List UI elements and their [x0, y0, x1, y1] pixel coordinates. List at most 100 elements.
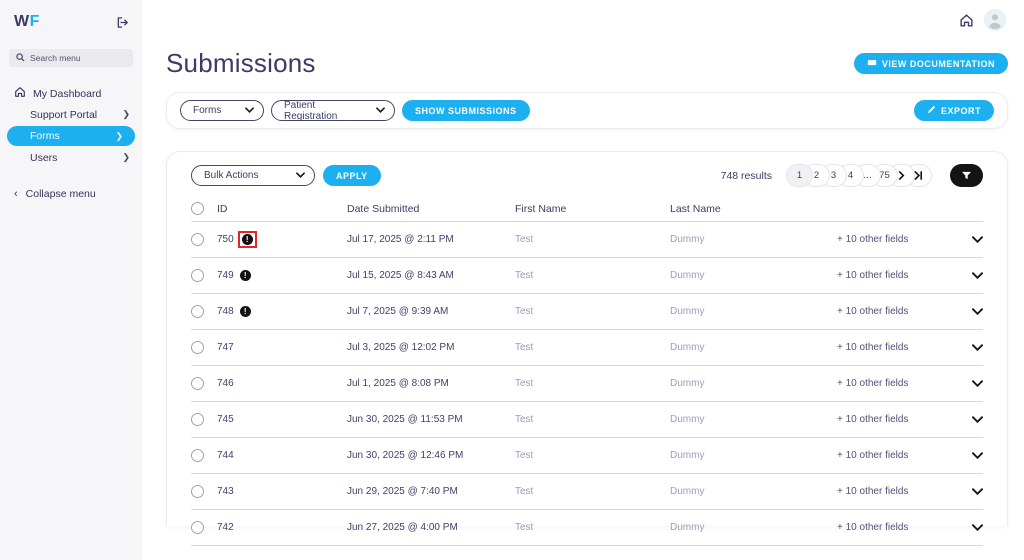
row-checkbox[interactable]	[191, 341, 204, 354]
row-other-fields: + 10 other fields	[837, 414, 909, 425]
row-other-fields: + 10 other fields	[837, 378, 909, 389]
table-row: 746 Jul 1, 2025 @ 8:08 PM Test Dummy + 1…	[191, 366, 983, 402]
sidebar-item-label: Support Portal	[30, 108, 98, 121]
row-id: 748	[217, 306, 234, 317]
sidebar-item-users[interactable]: Users ❯	[0, 147, 142, 168]
logout-icon[interactable]	[116, 16, 129, 29]
row-id: 745	[217, 414, 234, 425]
row-last-name: Dummy	[670, 306, 705, 317]
info-icon[interactable]: !	[241, 234, 253, 245]
row-date-submitted: Jun 27, 2025 @ 4:00 PM	[347, 522, 458, 533]
chevron-right-icon: ❯	[122, 152, 130, 162]
column-header-last-name: Last Name	[670, 202, 721, 215]
info-highlight-box: !	[238, 268, 253, 283]
chevron-down-icon	[245, 105, 254, 116]
row-first-name: Test	[515, 234, 534, 245]
view-documentation-button[interactable]: VIEW DOCUMENTATION	[853, 53, 1008, 74]
row-checkbox[interactable]	[191, 521, 204, 534]
chevron-down-icon	[376, 105, 385, 116]
row-id: 746	[217, 378, 234, 389]
row-expand-chevron-icon[interactable]	[972, 380, 983, 387]
table-row: 748 ! Jul 7, 2025 @ 9:39 AM Test Dummy +…	[191, 294, 983, 330]
app-logo: WF	[14, 13, 40, 30]
row-other-fields: + 10 other fields	[837, 486, 909, 497]
row-checkbox[interactable]	[191, 269, 204, 282]
sidebar-search[interactable]	[9, 49, 133, 67]
row-date-submitted: Jul 17, 2025 @ 2:11 PM	[347, 234, 454, 245]
row-other-fields: + 10 other fields	[837, 450, 909, 461]
row-checkbox[interactable]	[191, 305, 204, 318]
info-icon[interactable]: !	[239, 306, 251, 317]
row-expand-chevron-icon[interactable]	[972, 524, 983, 531]
filter-bar: Forms Patient Registration SHOW SUBMISSI…	[166, 92, 1008, 129]
show-submissions-button[interactable]: SHOW SUBMISSIONS	[402, 100, 530, 121]
info-highlight-box: !	[238, 304, 253, 319]
export-button[interactable]: EXPORT	[913, 100, 994, 121]
collapse-menu-button[interactable]: ‹ Collapse menu	[0, 188, 142, 200]
book-icon	[867, 59, 877, 69]
select-all-checkbox[interactable]	[191, 202, 204, 215]
row-other-fields: + 10 other fields	[837, 342, 909, 353]
search-input[interactable]	[30, 53, 126, 63]
row-first-name: Test	[515, 450, 534, 461]
row-checkbox[interactable]	[191, 485, 204, 498]
row-expand-chevron-icon[interactable]	[972, 488, 983, 495]
row-checkbox[interactable]	[191, 413, 204, 426]
main-content: Submissions VIEW DOCUMENTATION Forms Pat…	[142, 0, 1024, 560]
row-id: 750	[217, 234, 234, 245]
pagination-page-button[interactable]: 1	[786, 164, 813, 187]
form-select[interactable]: Patient Registration	[271, 100, 395, 122]
row-other-fields: + 10 other fields	[837, 522, 909, 533]
sidebar-item-support-portal[interactable]: Support Portal ❯	[0, 104, 142, 125]
row-expand-chevron-icon[interactable]	[972, 272, 983, 279]
row-first-name: Test	[515, 342, 534, 353]
home-icon[interactable]	[959, 13, 974, 28]
apply-button[interactable]: APPLY	[323, 165, 381, 186]
table-row: 745 Jun 30, 2025 @ 11:53 PM Test Dummy +…	[191, 402, 983, 438]
sidebar-menu: My Dashboard Support Portal ❯ Forms ❯ Us…	[0, 83, 142, 168]
bulk-actions-select[interactable]: Bulk Actions	[191, 165, 315, 186]
row-expand-chevron-icon[interactable]	[972, 236, 983, 243]
row-last-name: Dummy	[670, 270, 705, 281]
table-row: 749 ! Jul 15, 2025 @ 8:43 AM Test Dummy …	[191, 258, 983, 294]
row-id: 742	[217, 522, 234, 533]
row-checkbox[interactable]	[191, 449, 204, 462]
row-expand-chevron-icon[interactable]	[972, 452, 983, 459]
row-first-name: Test	[515, 414, 534, 425]
page-title: Submissions	[166, 48, 316, 78]
row-id: 743	[217, 486, 234, 497]
row-other-fields: + 10 other fields	[837, 270, 909, 281]
row-last-name: Dummy	[670, 486, 705, 497]
column-header-first-name: First Name	[515, 202, 567, 215]
row-checkbox[interactable]	[191, 233, 204, 246]
row-other-fields: + 10 other fields	[837, 234, 909, 245]
table-header: ID Date Submitted First Name Last Name	[191, 196, 983, 222]
row-date-submitted: Jul 3, 2025 @ 12:02 PM	[347, 342, 455, 353]
info-highlight-box: !	[237, 231, 257, 248]
table-row: 742 Jun 27, 2025 @ 4:00 PM Test Dummy + …	[191, 510, 983, 546]
sidebar-item-label: Users	[30, 151, 58, 164]
sidebar-item-my-dashboard[interactable]: My Dashboard	[0, 83, 142, 104]
chevron-down-icon	[296, 170, 305, 181]
row-last-name: Dummy	[670, 522, 705, 533]
row-date-submitted: Jun 29, 2025 @ 7:40 PM	[347, 486, 458, 497]
row-expand-chevron-icon[interactable]	[972, 416, 983, 423]
row-last-name: Dummy	[670, 234, 705, 245]
table-row: 747 Jul 3, 2025 @ 12:02 PM Test Dummy + …	[191, 330, 983, 366]
table-body: 750 ! Jul 17, 2025 @ 2:11 PM Test Dummy …	[191, 222, 983, 546]
form-type-select[interactable]: Forms	[180, 100, 264, 121]
column-header-date-submitted: Date Submitted	[347, 202, 420, 215]
chevron-right-icon: ❯	[115, 130, 123, 141]
row-first-name: Test	[515, 306, 534, 317]
filter-toggle-button[interactable]	[950, 164, 983, 187]
sidebar: WF My Dashboard Support Portal ❯ Forms ❯…	[0, 0, 142, 560]
search-icon	[16, 49, 25, 67]
sidebar-item-forms[interactable]: Forms ❯	[7, 126, 135, 146]
info-icon[interactable]: !	[239, 270, 251, 281]
collapse-menu-label: Collapse menu	[25, 188, 96, 200]
row-checkbox[interactable]	[191, 377, 204, 390]
row-expand-chevron-icon[interactable]	[972, 308, 983, 315]
row-expand-chevron-icon[interactable]	[972, 344, 983, 351]
avatar[interactable]	[984, 9, 1006, 31]
topbar	[142, 0, 1024, 40]
